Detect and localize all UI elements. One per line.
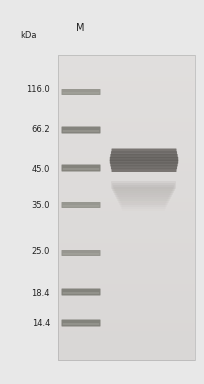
- FancyBboxPatch shape: [63, 92, 99, 94]
- FancyBboxPatch shape: [117, 193, 170, 201]
- Text: 45.0: 45.0: [32, 166, 50, 174]
- FancyBboxPatch shape: [110, 162, 178, 167]
- FancyBboxPatch shape: [113, 185, 174, 193]
- FancyBboxPatch shape: [63, 130, 99, 132]
- FancyBboxPatch shape: [118, 195, 169, 203]
- FancyBboxPatch shape: [111, 181, 176, 189]
- FancyBboxPatch shape: [111, 165, 177, 169]
- Text: 116.0: 116.0: [26, 86, 50, 94]
- FancyBboxPatch shape: [61, 202, 101, 208]
- FancyBboxPatch shape: [110, 157, 178, 161]
- FancyBboxPatch shape: [114, 187, 173, 195]
- FancyBboxPatch shape: [63, 168, 99, 170]
- Text: 18.4: 18.4: [31, 288, 50, 298]
- FancyBboxPatch shape: [61, 89, 101, 95]
- FancyBboxPatch shape: [112, 149, 176, 153]
- FancyBboxPatch shape: [63, 323, 99, 325]
- FancyBboxPatch shape: [110, 154, 178, 158]
- Text: M: M: [76, 23, 84, 33]
- FancyBboxPatch shape: [112, 168, 176, 172]
- FancyBboxPatch shape: [63, 205, 99, 207]
- Text: kDa: kDa: [20, 30, 37, 40]
- Text: 35.0: 35.0: [31, 200, 50, 210]
- FancyBboxPatch shape: [61, 126, 101, 134]
- FancyBboxPatch shape: [63, 292, 99, 294]
- FancyBboxPatch shape: [120, 199, 167, 207]
- FancyBboxPatch shape: [110, 159, 178, 164]
- FancyBboxPatch shape: [119, 197, 168, 205]
- FancyBboxPatch shape: [121, 201, 166, 209]
- Bar: [58, 55, 195, 360]
- FancyBboxPatch shape: [61, 250, 101, 256]
- FancyBboxPatch shape: [61, 288, 101, 296]
- FancyBboxPatch shape: [63, 253, 99, 255]
- Text: 25.0: 25.0: [32, 248, 50, 257]
- FancyBboxPatch shape: [61, 319, 101, 326]
- FancyBboxPatch shape: [61, 164, 101, 172]
- FancyBboxPatch shape: [115, 189, 172, 197]
- FancyBboxPatch shape: [116, 191, 171, 199]
- Text: 14.4: 14.4: [32, 318, 50, 328]
- FancyBboxPatch shape: [112, 183, 175, 191]
- Text: 66.2: 66.2: [31, 126, 50, 134]
- FancyBboxPatch shape: [111, 151, 177, 156]
